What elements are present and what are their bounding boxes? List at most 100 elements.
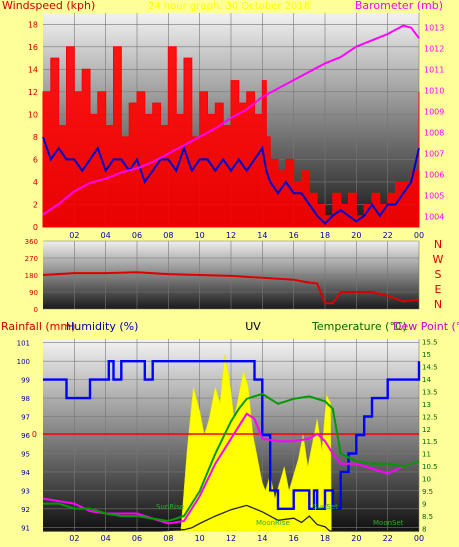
windspeed-tick-label: 12 xyxy=(28,88,38,97)
temperature-tick-label: 13 xyxy=(422,401,431,409)
temperature-tick-label: 8 xyxy=(422,526,426,534)
wind-x-tick-label: 02 xyxy=(69,231,79,240)
barometer-tick-label: 1005 xyxy=(424,192,444,201)
temperature-tick-label: 8.5 xyxy=(422,513,433,521)
temperature-line xyxy=(43,392,420,523)
temperature-tick-label: 15.5 xyxy=(422,338,438,346)
chart-title: 24 hour graph, 30 October 2016 xyxy=(148,1,310,12)
compass-point-label: E xyxy=(435,283,442,296)
barometer-tick-label: 1012 xyxy=(424,45,444,54)
humidity-line xyxy=(43,360,421,510)
humidity-tick-label: 91 xyxy=(21,524,30,532)
astronomy-annotation: SunSet xyxy=(313,503,338,511)
climate-x-tick-label: 06 xyxy=(132,534,142,543)
uv-axis-title: UV xyxy=(245,320,261,333)
temperature-axis-title: Temperature (°C) xyxy=(311,320,407,333)
windspeed-tick-label: 0 xyxy=(33,223,38,232)
humidity-tick-label: 95 xyxy=(21,450,30,458)
temperature-tick-label: 10 xyxy=(422,476,431,484)
compass-point-label: N xyxy=(434,298,442,311)
windspeed-tick-label: 16 xyxy=(28,43,38,52)
windspeed-tick-label: 4 xyxy=(33,178,38,187)
wind-x-tick-label: 00 xyxy=(414,231,424,240)
humidity-tick-label: 99 xyxy=(21,377,30,385)
humidity-tick-label: 94 xyxy=(21,469,30,477)
temperature-tick-label: 11.5 xyxy=(422,438,438,446)
temperature-tick-label: 14.5 xyxy=(422,363,438,371)
wind-x-tick-label: 22 xyxy=(383,231,393,240)
temperature-tick-label: 14 xyxy=(422,376,431,384)
barometer-tick-label: 1009 xyxy=(424,108,444,117)
humidity-tick-label: 100 xyxy=(17,358,30,366)
rainfall-axis-title: Rainfall (mm) xyxy=(1,320,75,333)
windspeed-tick-label: 18 xyxy=(28,20,38,29)
barometer-tick-label: 1011 xyxy=(424,66,444,75)
temperature-tick-label: 15 xyxy=(422,351,431,359)
wind-x-tick-label: 04 xyxy=(101,231,111,240)
temperature-tick-label: 12.5 xyxy=(422,413,438,421)
humidity-tick-label: 98 xyxy=(21,395,30,403)
temperature-tick-label: 10.5 xyxy=(422,463,438,471)
barometer-tick-label: 1004 xyxy=(424,213,444,222)
direction-tick-label: 0 xyxy=(34,306,38,314)
windspeed-tick-label: 6 xyxy=(33,155,38,164)
climate-x-tick-label: 16 xyxy=(289,534,299,543)
dew-point-line xyxy=(42,412,420,525)
solar-line xyxy=(43,504,419,532)
wind-panel-series xyxy=(42,24,420,228)
climate-x-tick-label: 04 xyxy=(101,534,111,543)
uv-area xyxy=(43,354,419,532)
humidity-tick-label: 92 xyxy=(21,506,30,514)
wind-gust-area xyxy=(42,46,420,228)
climate-x-tick-label: 18 xyxy=(320,534,330,543)
humidity-axis-title: Humidity (%) xyxy=(66,320,138,333)
windspeed-tick-label: 2 xyxy=(33,200,38,209)
windspeed-tick-label: 8 xyxy=(33,133,38,142)
average-wind-line xyxy=(42,136,420,226)
climate-panel-ticks: 02 04 06 08 10 12 14 16 18 20 22 009192939495969798… xyxy=(17,338,438,543)
astronomy-annotation: MoonRise xyxy=(256,519,290,527)
humidity-tick-label: 101 xyxy=(17,340,30,348)
climate-x-tick-label: 22 xyxy=(383,534,393,543)
temperature-tick-label: 9.5 xyxy=(422,488,433,496)
humidity-tick-label: 96 xyxy=(21,432,30,440)
climate-panel-series xyxy=(42,354,421,532)
humidity-tick-label: 97 xyxy=(21,414,30,422)
wind-panel-ticks: 02 04 06 08 10 12 14 16 18 20 22 000246810121416181… xyxy=(28,20,445,240)
dewpoint-axis-title: Dew Point (°C) xyxy=(393,320,459,333)
wind-direction-line xyxy=(42,271,420,305)
wind-x-tick-label: 06 xyxy=(132,231,142,240)
wind-x-tick-label: 10 xyxy=(195,231,205,240)
wind-x-tick-label: 12 xyxy=(226,231,236,240)
windspeed-axis-title: Windspeed (kph) xyxy=(2,0,95,12)
rainfall-tick-label: 0 xyxy=(32,430,37,439)
temperature-tick-label: 11 xyxy=(422,451,431,459)
climate-x-tick-label: 12 xyxy=(226,534,236,543)
climate-x-tick-label: 20 xyxy=(351,534,361,543)
climate-x-tick-label: 02 xyxy=(69,534,79,543)
wind-x-tick-label: 08 xyxy=(163,231,173,240)
temperature-tick-label: 9 xyxy=(422,501,426,509)
compass-point-label: W xyxy=(433,253,444,266)
astronomy-annotation: SunRise xyxy=(156,503,184,511)
astronomy-annotation: MoonSet xyxy=(373,519,404,527)
wind-x-tick-label: 18 xyxy=(320,231,330,240)
compass-point-label: S xyxy=(435,268,442,281)
temperature-tick-label: 13.5 xyxy=(422,388,438,396)
direction-tick-label: 180 xyxy=(25,272,38,280)
direction-panel-series xyxy=(42,271,420,305)
compass-point-label: N xyxy=(434,238,442,251)
wind-x-tick-label: 20 xyxy=(351,231,361,240)
climate-x-tick-label: 10 xyxy=(195,534,205,543)
barometer-tick-label: 1007 xyxy=(424,150,444,159)
barometer-tick-label: 1008 xyxy=(424,129,444,138)
barometer-tick-label: 1006 xyxy=(424,171,444,180)
barometer-axis-title: Barometer (mb) xyxy=(355,0,443,12)
wind-x-tick-label: 14 xyxy=(257,231,267,240)
windspeed-tick-label: 10 xyxy=(28,110,38,119)
climate-x-tick-label: 14 xyxy=(257,534,267,543)
pressure-line xyxy=(42,24,420,216)
